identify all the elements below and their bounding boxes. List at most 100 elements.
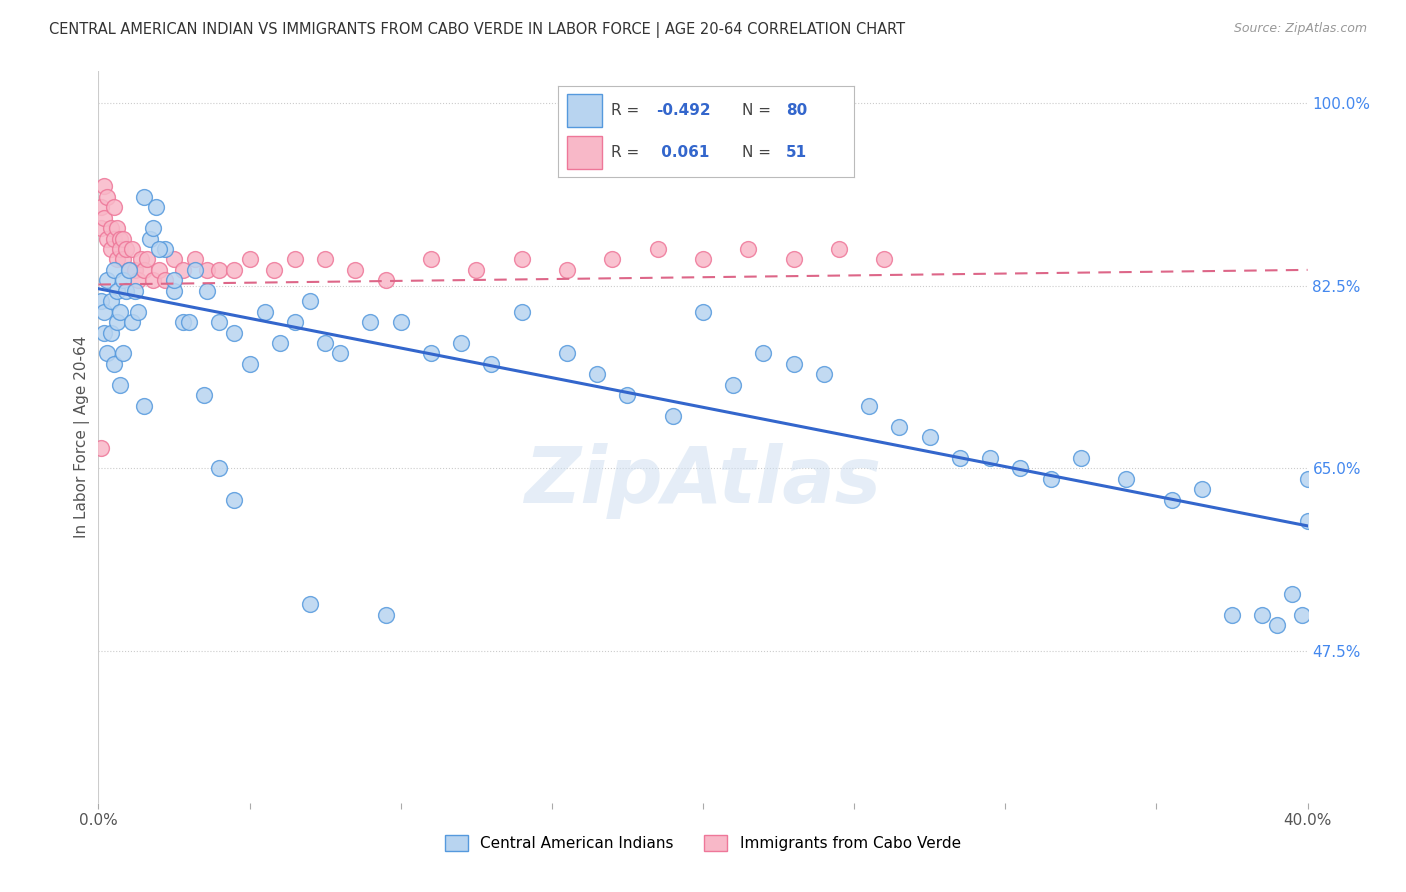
Point	[284, 315, 307, 329]
Point	[105, 284, 128, 298]
Point	[239, 252, 262, 267]
Point	[1039, 472, 1062, 486]
Point	[263, 263, 285, 277]
Point	[723, 377, 745, 392]
Point	[105, 221, 128, 235]
Legend: Central American Indians, Immigrants from Cabo Verde: Central American Indians, Immigrants fro…	[439, 830, 967, 857]
Point	[103, 263, 125, 277]
Point	[195, 263, 218, 277]
Point	[179, 315, 201, 329]
Point	[510, 252, 533, 267]
Point	[420, 346, 443, 360]
Point	[111, 252, 134, 267]
Text: Source: ZipAtlas.com: Source: ZipAtlas.com	[1233, 22, 1367, 36]
Point	[602, 252, 624, 267]
Point	[100, 326, 122, 340]
Point	[873, 252, 896, 267]
Point	[1251, 607, 1274, 622]
Point	[510, 304, 533, 318]
Point	[132, 399, 155, 413]
Point	[752, 346, 775, 360]
Point	[918, 430, 941, 444]
Point	[314, 252, 336, 267]
Point	[90, 294, 112, 309]
Point	[1191, 483, 1213, 497]
Point	[465, 263, 488, 277]
Point	[979, 450, 1001, 465]
Point	[108, 242, 131, 256]
Point	[148, 242, 170, 256]
Point	[692, 252, 714, 267]
Point	[314, 336, 336, 351]
Point	[1070, 450, 1092, 465]
Point	[132, 190, 155, 204]
Point	[1281, 587, 1303, 601]
Point	[90, 200, 112, 214]
Point	[105, 315, 128, 329]
Point	[127, 304, 149, 318]
Point	[127, 273, 149, 287]
Point	[96, 273, 118, 287]
Point	[118, 263, 141, 277]
Point	[111, 346, 134, 360]
Point	[224, 492, 246, 507]
Point	[184, 252, 207, 267]
Point	[299, 597, 322, 611]
Point	[114, 242, 136, 256]
Point	[108, 377, 131, 392]
Point	[481, 357, 503, 371]
Point	[1267, 618, 1289, 632]
Point	[737, 242, 759, 256]
Point	[114, 284, 136, 298]
Text: ZipAtlas: ZipAtlas	[524, 443, 882, 519]
Point	[208, 315, 231, 329]
Point	[420, 252, 443, 267]
Point	[184, 263, 207, 277]
Point	[208, 263, 231, 277]
Point	[100, 221, 122, 235]
Point	[93, 179, 115, 194]
Point	[139, 231, 162, 245]
Point	[108, 304, 131, 318]
Point	[163, 284, 186, 298]
Point	[105, 252, 128, 267]
Point	[374, 273, 396, 287]
Point	[111, 231, 134, 245]
Point	[135, 252, 157, 267]
Point	[555, 263, 578, 277]
Point	[253, 304, 276, 318]
Point	[142, 221, 165, 235]
Point	[153, 273, 176, 287]
Point	[172, 263, 194, 277]
Point	[163, 273, 186, 287]
Point	[163, 252, 186, 267]
Point	[100, 294, 122, 309]
Point	[103, 231, 125, 245]
Point	[224, 326, 246, 340]
Point	[96, 231, 118, 245]
Point	[172, 315, 194, 329]
Point	[90, 221, 112, 235]
Y-axis label: In Labor Force | Age 20-64: In Labor Force | Age 20-64	[75, 336, 90, 538]
Point	[103, 200, 125, 214]
Point	[208, 461, 231, 475]
Point	[1115, 472, 1137, 486]
Point	[132, 263, 155, 277]
Point	[360, 315, 382, 329]
Point	[889, 419, 911, 434]
Point	[96, 346, 118, 360]
Point	[124, 284, 146, 298]
Point	[269, 336, 291, 351]
Point	[195, 284, 218, 298]
Point	[103, 357, 125, 371]
Point	[193, 388, 215, 402]
Point	[100, 242, 122, 256]
Point	[153, 242, 176, 256]
Point	[783, 252, 806, 267]
Point	[450, 336, 472, 351]
Point	[239, 357, 262, 371]
Point	[124, 263, 146, 277]
Point	[344, 263, 367, 277]
Point	[1296, 514, 1319, 528]
Point	[108, 231, 131, 245]
